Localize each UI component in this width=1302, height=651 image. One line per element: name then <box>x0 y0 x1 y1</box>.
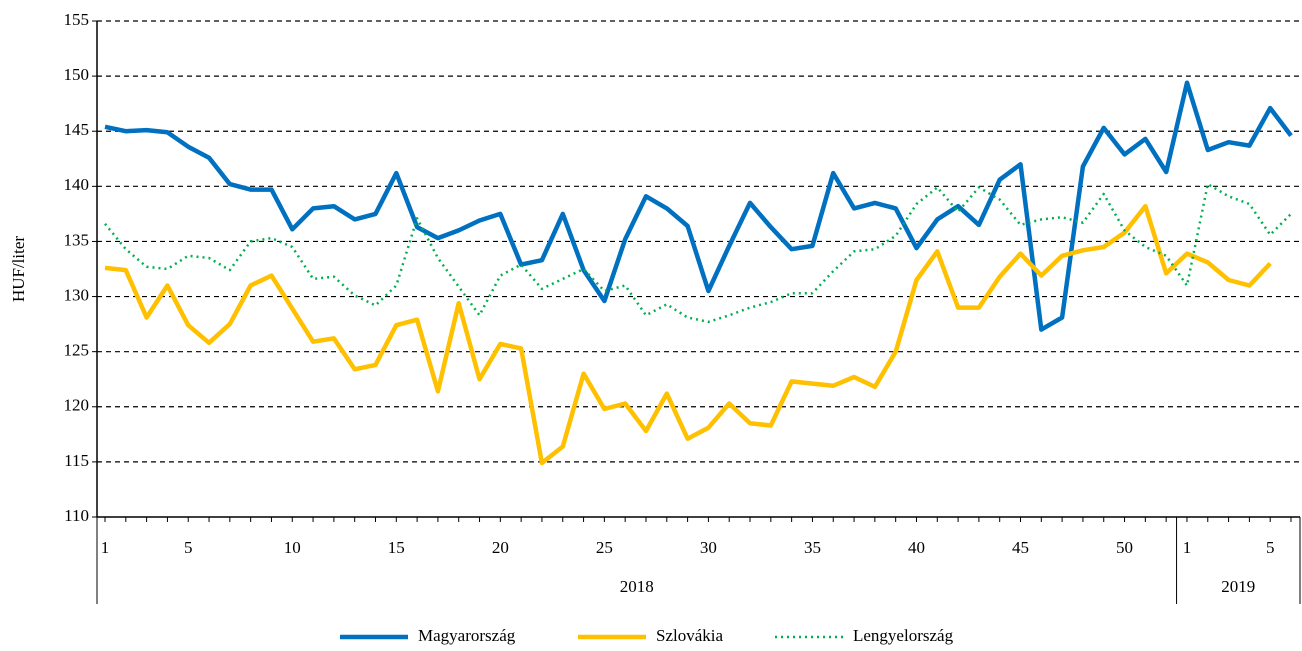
series-line <box>104 80 1293 332</box>
legend-label: Magyarország <box>418 626 516 645</box>
group-label: 2019 <box>1221 577 1255 596</box>
series-line <box>104 182 1292 324</box>
y-tick-label: 125 <box>64 341 90 360</box>
y-tick-label: 145 <box>64 120 90 139</box>
y-tick-label: 135 <box>64 230 90 249</box>
legend-label: Szlovákia <box>656 626 723 645</box>
y-tick-label: 110 <box>64 506 89 525</box>
series-line <box>104 203 1272 466</box>
y-tick-label: 140 <box>64 175 90 194</box>
legend-label: Lengyelország <box>853 626 954 645</box>
x-tick-label: 10 <box>284 538 301 557</box>
x-tick-label: 1 <box>1183 538 1192 557</box>
x-tick-label: 40 <box>908 538 925 557</box>
x-tick-label: 20 <box>492 538 509 557</box>
y-axis-label: HUF/liter <box>9 236 28 302</box>
y-tick-label: 120 <box>64 396 90 415</box>
x-tick-label: 45 <box>1012 538 1029 557</box>
y-tick-label: 155 <box>64 10 90 29</box>
y-tick-label: 115 <box>64 451 89 470</box>
x-tick-label: 1 <box>101 538 110 557</box>
x-tick-label: 50 <box>1116 538 1133 557</box>
group-label: 2018 <box>620 577 654 596</box>
x-tick-label: 5 <box>184 538 193 557</box>
x-tick-label: 5 <box>1266 538 1275 557</box>
x-tick-label: 15 <box>388 538 405 557</box>
x-tick-label: 35 <box>804 538 821 557</box>
x-tick-label: 25 <box>596 538 613 557</box>
y-tick-label: 130 <box>64 285 90 304</box>
y-tick-label: 150 <box>64 65 90 84</box>
x-tick-label: 30 <box>700 538 717 557</box>
